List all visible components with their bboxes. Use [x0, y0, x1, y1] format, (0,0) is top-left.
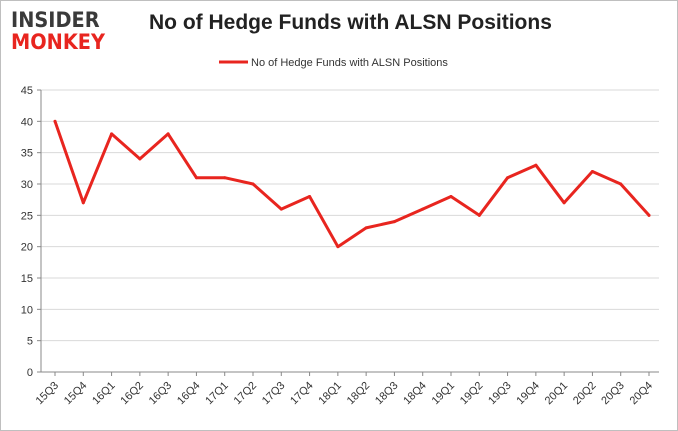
series-line-0 — [53, 119, 651, 249]
data-point — [110, 132, 114, 136]
x-tick-label: 16Q3 — [147, 380, 175, 408]
data-point — [138, 157, 142, 161]
data-point — [166, 132, 170, 136]
x-tick-label: 18Q2 — [345, 380, 373, 408]
data-point — [53, 119, 57, 123]
x-tick-label: 17Q1 — [203, 380, 231, 408]
x-tick-label: 20Q1 — [543, 380, 571, 408]
x-tick-label: 17Q2 — [232, 380, 260, 408]
x-tick-label: 15Q3 — [34, 380, 62, 408]
x-tick-label: 16Q4 — [175, 380, 203, 408]
data-point — [590, 169, 594, 173]
data-point — [336, 245, 340, 249]
y-tick-label: 30 — [21, 179, 33, 191]
data-point — [251, 182, 255, 186]
x-axis-ticks: 15Q3 15Q4 16Q1 16Q2 16Q3 16Q4 17Q1 17Q2 17Q3 17Q4… — [34, 372, 656, 408]
data-point — [308, 195, 312, 199]
series-layer — [53, 119, 651, 249]
x-tick-label: 20Q3 — [599, 380, 627, 408]
x-tick-label: 18Q1 — [316, 380, 344, 408]
data-point — [477, 213, 481, 217]
data-point — [647, 213, 651, 217]
data-point — [279, 207, 283, 211]
legend-label: No of Hedge Funds with ALSN Positions — [251, 57, 448, 69]
data-point — [223, 176, 227, 180]
x-tick-label: 16Q2 — [118, 380, 146, 408]
x-tick-label: 19Q1 — [430, 380, 458, 408]
chart-title: No of Hedge Funds with ALSN Positions — [149, 11, 552, 34]
x-tick-label: 20Q2 — [571, 380, 599, 408]
x-tick-label: 17Q4 — [288, 380, 316, 408]
grid-lines — [41, 89, 659, 373]
data-point — [562, 201, 566, 205]
y-tick-label: 20 — [21, 242, 33, 254]
x-tick-label: 15Q4 — [62, 380, 90, 408]
axes — [40, 90, 659, 373]
y-tick-label: 15 — [21, 273, 33, 285]
x-tick-label: 17Q3 — [260, 380, 288, 408]
y-tick-label: 5 — [27, 336, 33, 348]
x-tick-label: 19Q4 — [514, 380, 542, 408]
data-point — [364, 226, 368, 230]
y-tick-label: 35 — [21, 148, 33, 160]
data-point — [81, 201, 85, 205]
data-point — [506, 176, 510, 180]
x-tick-label: 18Q4 — [401, 380, 429, 408]
x-tick-label: 19Q2 — [458, 380, 486, 408]
data-point — [392, 220, 396, 224]
y-tick-label: 10 — [21, 304, 33, 316]
data-point — [449, 195, 453, 199]
y-tick-label: 25 — [21, 210, 33, 222]
x-tick-label: 19Q3 — [486, 380, 514, 408]
data-point — [534, 163, 538, 167]
logo-text-insider: INSIDER — [11, 8, 100, 32]
y-axis-ticks: 0 5 10 15 20 25 30 35 40 45 — [21, 85, 41, 379]
data-point — [194, 176, 198, 180]
data-point — [421, 207, 425, 211]
legend: No of Hedge Funds with ALSN Positions — [219, 57, 448, 69]
y-tick-label: 40 — [21, 116, 33, 128]
x-tick-label: 18Q3 — [373, 380, 401, 408]
x-tick-label: 16Q1 — [90, 380, 118, 408]
logo-text-monkey: MONKEY — [11, 30, 105, 54]
y-tick-label: 0 — [27, 367, 33, 379]
x-tick-label: 20Q4 — [628, 380, 656, 408]
y-tick-label: 45 — [21, 85, 33, 97]
insider-monkey-logo: INSIDER MONKEY — [11, 9, 131, 55]
data-point — [619, 182, 623, 186]
